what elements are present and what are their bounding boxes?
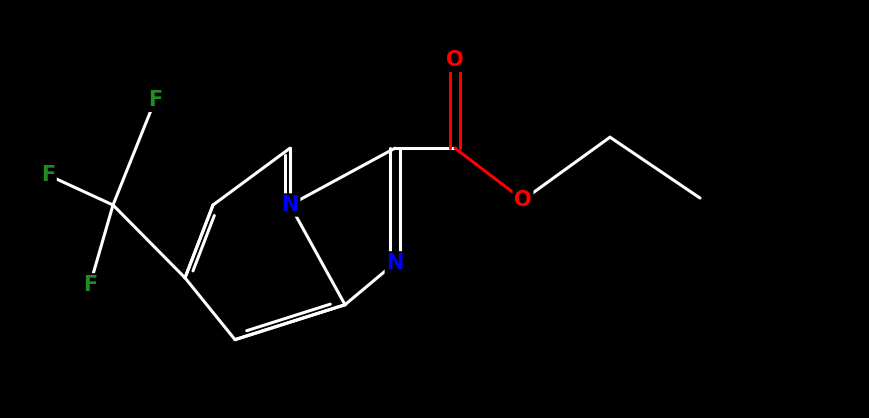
- Text: O: O: [446, 51, 463, 70]
- Text: F: F: [83, 275, 97, 295]
- Text: F: F: [41, 165, 55, 185]
- Text: F: F: [148, 90, 162, 110]
- Text: O: O: [514, 190, 531, 210]
- Text: N: N: [281, 195, 298, 215]
- Text: N: N: [386, 253, 403, 273]
